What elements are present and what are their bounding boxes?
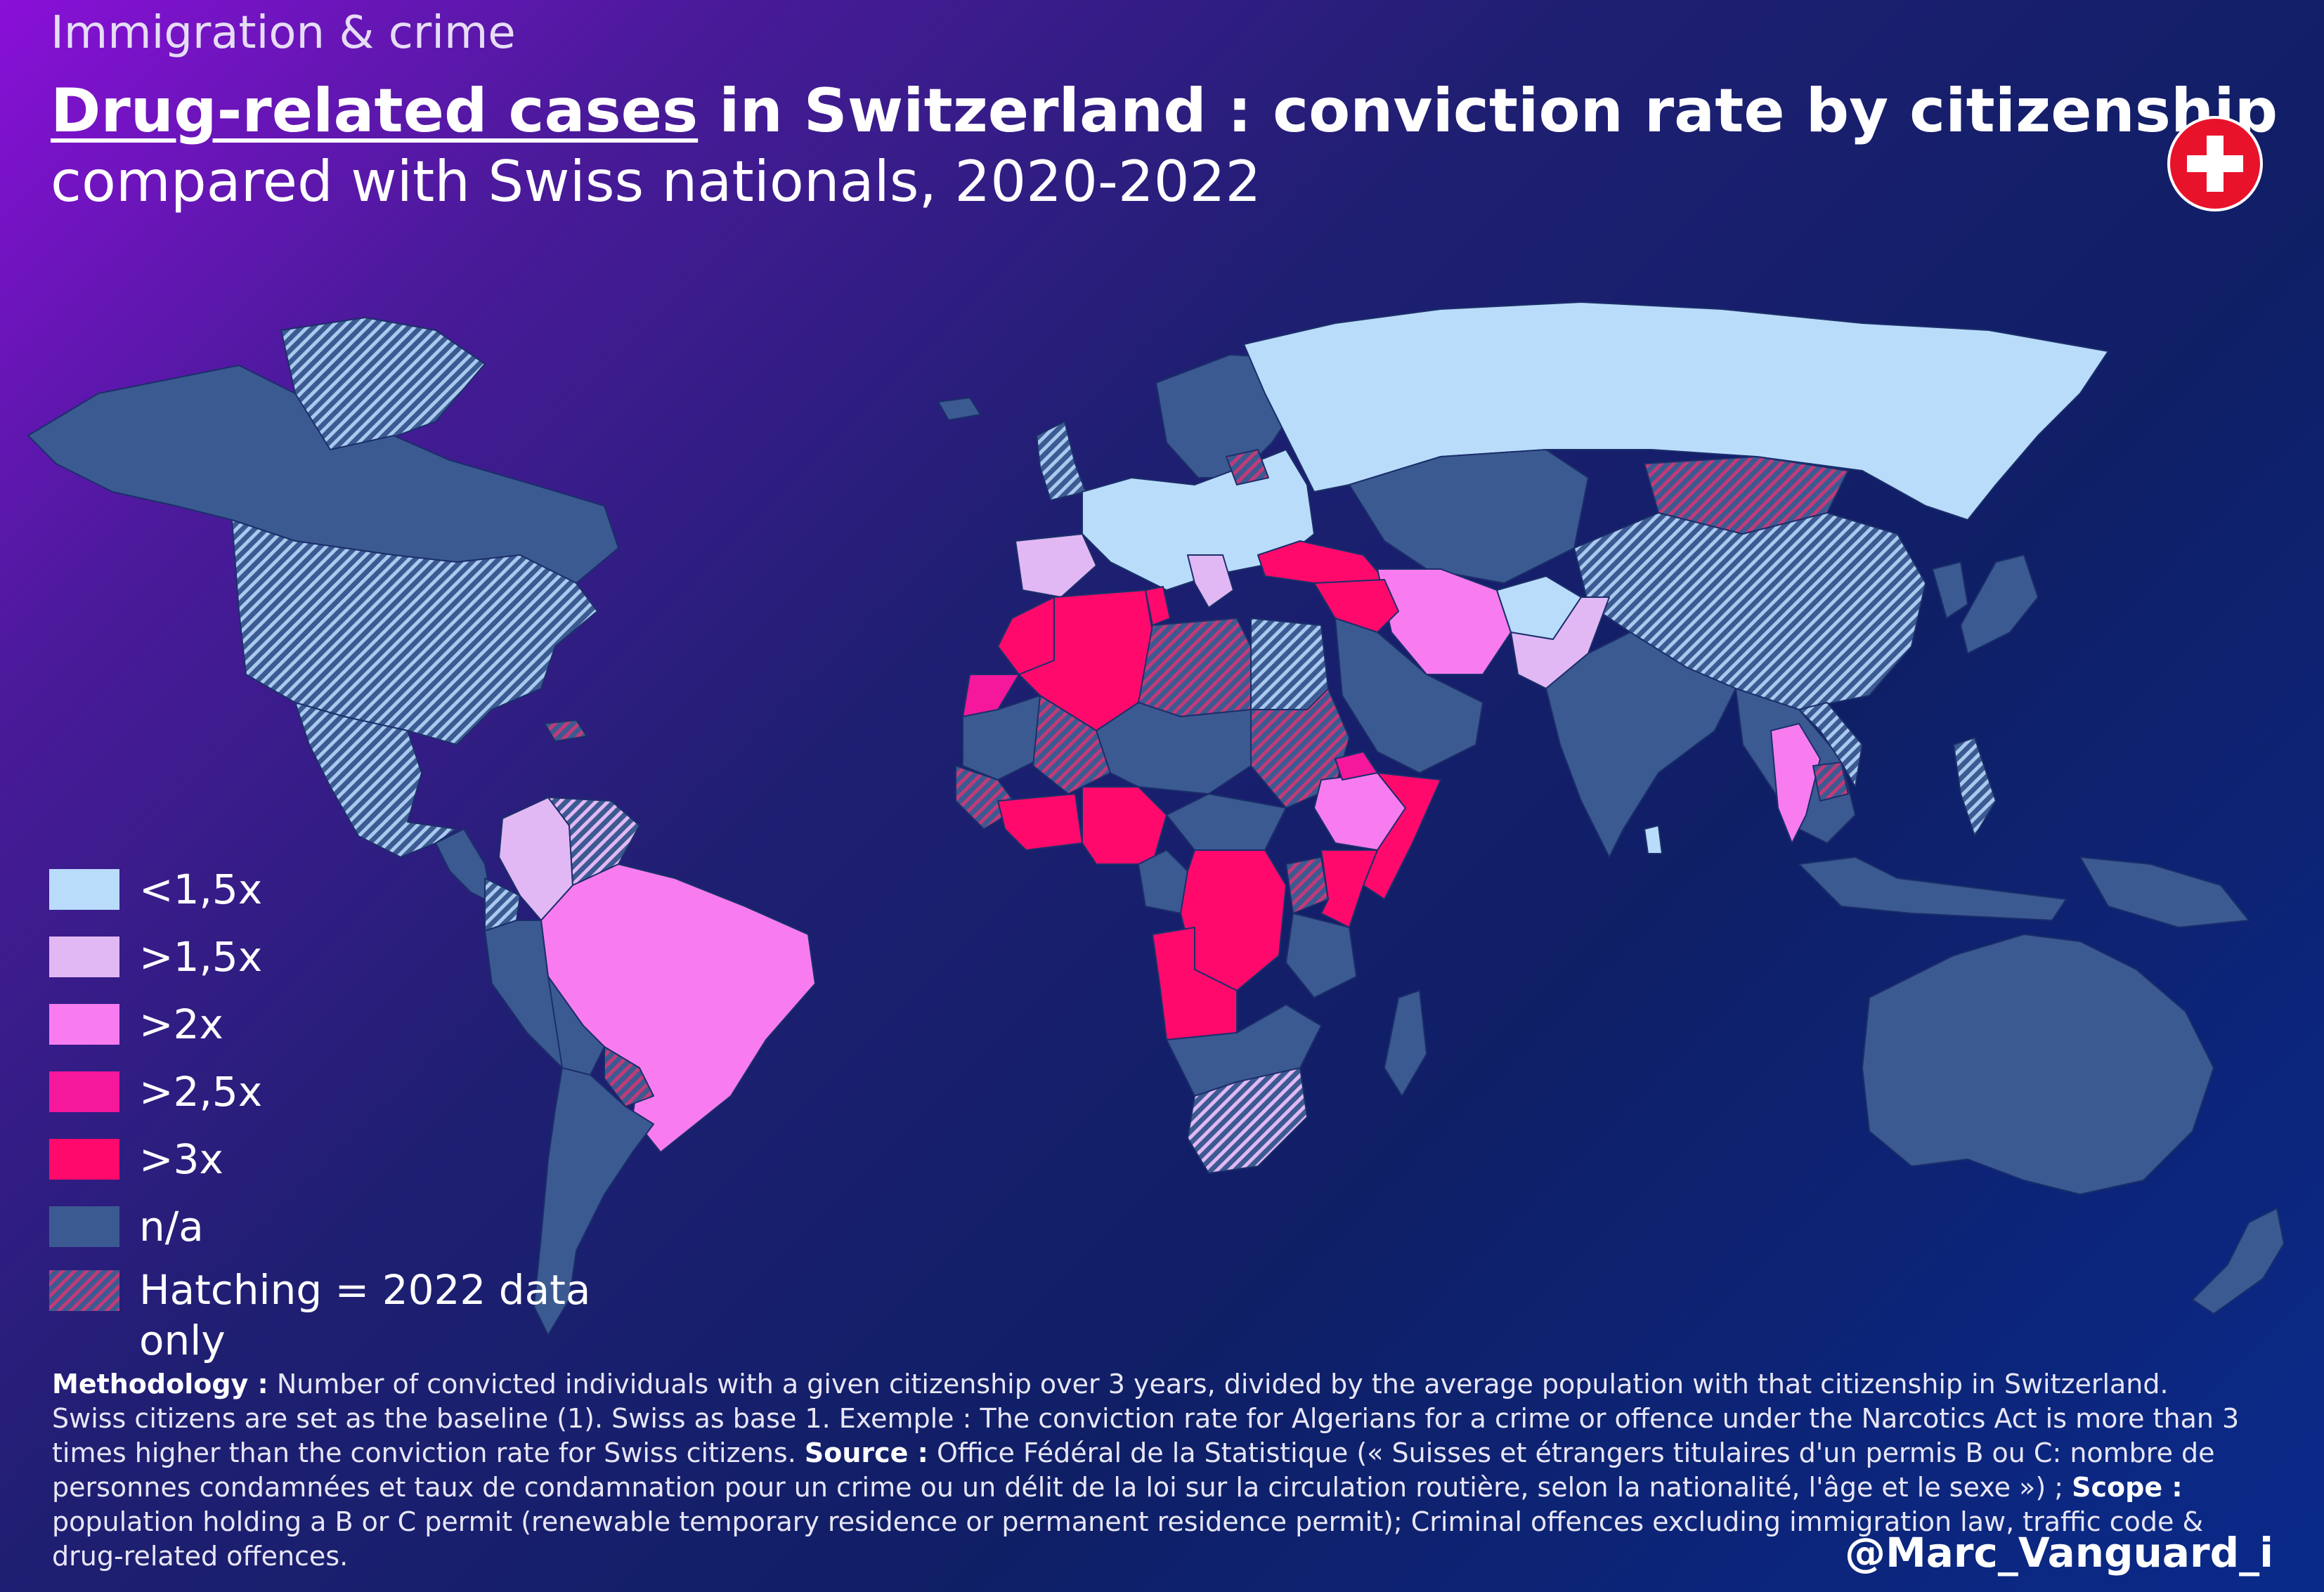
legend-item: n/a [49, 1193, 603, 1260]
legend-label: <1,5x [139, 866, 263, 913]
country-new-guinea [2079, 856, 2250, 928]
country-balkans [1187, 554, 1234, 608]
legend-item: >2,5x [49, 1058, 603, 1126]
country-egypt [1250, 618, 1329, 710]
legend-label: >3x [139, 1135, 223, 1183]
legend-swatch [49, 1206, 119, 1247]
legend: <1,5x >1,5x >2x >2,5x >3x n/a Hatching =… [49, 856, 603, 1366]
country-south-africa [1187, 1067, 1308, 1174]
country-canada [27, 365, 619, 584]
country-paraguay [604, 1046, 654, 1107]
legend-item: >3x [49, 1126, 603, 1193]
country-tanzania [1285, 913, 1357, 998]
source-label: Source : [804, 1437, 928, 1468]
country-iberia [1015, 533, 1097, 598]
country-mexico [294, 702, 457, 858]
country-pakistan [1510, 596, 1610, 689]
country-dominican-republic [544, 719, 588, 742]
title-highlight: Drug-related cases [51, 76, 699, 146]
country-philippines [1953, 737, 1997, 837]
country-belarus [1226, 449, 1269, 485]
country-vietnam [1798, 702, 1863, 788]
country-cambodia [1812, 762, 1849, 802]
country-southern-cone [533, 1067, 654, 1336]
legend-label: >1,5x [139, 933, 263, 981]
methodology-note: Methodology : Number of convicted indivi… [52, 1367, 2245, 1574]
title-rest: in Switzerland : conviction rate by citi… [698, 76, 2278, 146]
country-india [1545, 632, 1736, 858]
country-angola [1152, 927, 1238, 1040]
legend-label: >2,5x [139, 1068, 263, 1116]
country-usa [231, 519, 598, 745]
page-subtitle: compared with Swiss nationals, 2020-2022 [51, 149, 1261, 214]
country-gulf-of-guinea [997, 793, 1083, 851]
country-madagascar [1384, 990, 1427, 1097]
scope-label: Scope : [2072, 1472, 2183, 1503]
legend-item: >1,5x [49, 923, 603, 991]
legend-hatching-note: Hatching = 2022 data only [49, 1265, 603, 1366]
kicker: Immigration & crime [51, 7, 516, 59]
country-indonesia [1798, 856, 2067, 921]
country-mali [1032, 695, 1111, 795]
legend-item: <1,5x [49, 856, 603, 923]
country-somalia [1363, 772, 1441, 900]
country-thailand [1770, 723, 1821, 844]
scope-text: population holding a B or C permit (rene… [52, 1506, 2204, 1572]
country-korea [1932, 561, 1968, 619]
country-arabia [1335, 618, 1484, 774]
country-tunisia [1145, 586, 1171, 626]
legend-swatch [49, 1004, 119, 1045]
world-map [27, 301, 2285, 1336]
country-middle-east [1313, 579, 1399, 633]
country-sri-lanka [1644, 825, 1663, 854]
source-text: Office Fédéral de la Statistique (« Suis… [52, 1437, 2215, 1503]
legend-swatch [49, 1071, 119, 1112]
country-iceland [937, 397, 981, 421]
methodology-text: Number of convicted individuals with a g… [52, 1369, 2240, 1468]
country-central-african-republic [1166, 793, 1287, 851]
country-united-kingdom [1036, 421, 1086, 501]
swiss-flag-icon [2167, 116, 2263, 211]
legend-item: >2x [49, 991, 603, 1058]
legend-note-label: Hatching = 2022 data only [139, 1266, 591, 1364]
legend-swatch [49, 869, 119, 910]
legend-swatch [49, 937, 119, 977]
country-europe [1082, 449, 1315, 591]
country-uganda-rwanda [1285, 856, 1329, 914]
page-title: Drug-related cases in Switzerland : conv… [51, 76, 2278, 146]
hatch-swatch-icon [49, 1270, 119, 1311]
author-credit: @Marc_Vanguard_i [1845, 1529, 2273, 1577]
methodology-label: Methodology : [52, 1369, 268, 1399]
country-dr-congo [1180, 849, 1287, 991]
country-iran [1377, 568, 1512, 675]
country-russia [1243, 301, 2109, 521]
legend-label: >2x [139, 1000, 223, 1048]
country-australia [1862, 934, 2214, 1195]
legend-label: n/a [139, 1203, 204, 1251]
legend-swatch [49, 1139, 119, 1180]
country-japan [1960, 554, 2039, 654]
country-bolivia [547, 976, 605, 1076]
country-niger-chad [1096, 702, 1252, 795]
country-new-zealand [2192, 1208, 2285, 1314]
country-nigeria [1082, 786, 1167, 865]
country-libya [1138, 618, 1252, 717]
